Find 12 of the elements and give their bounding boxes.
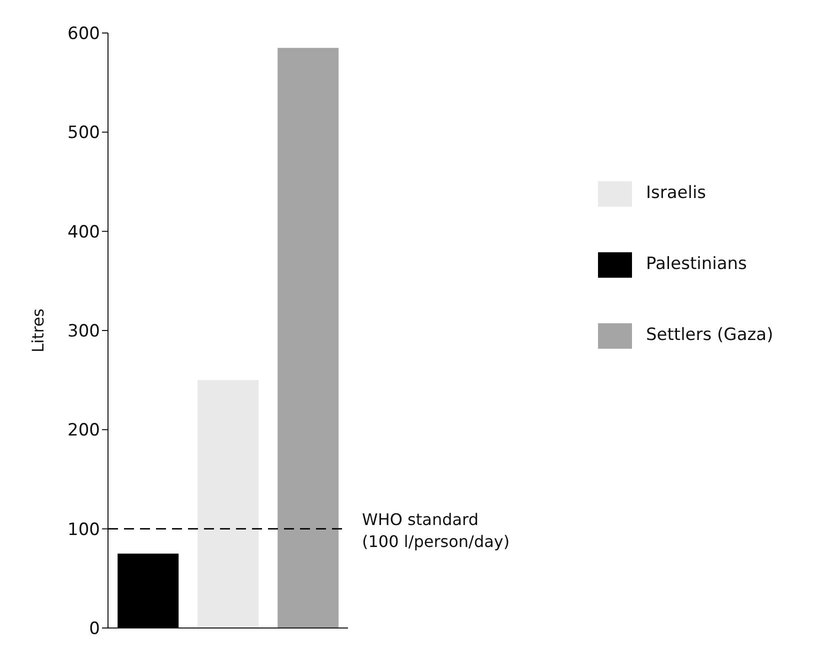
legend-label: Settlers (Gaza) [646, 325, 774, 345]
y-tick-label: 500 [68, 123, 100, 144]
y-tick-label: 0 [89, 619, 100, 640]
legend-label: Israelis [646, 183, 706, 203]
y-tick-label: 400 [68, 222, 100, 242]
y-tick-label: 100 [68, 520, 100, 540]
y-tick-label: 200 [68, 420, 100, 441]
legend-label: Palestinians [646, 254, 747, 274]
y-tick-label: 600 [68, 24, 100, 44]
ref-line-label: WHO standard (100 l/person/day) [362, 510, 510, 551]
y-tick-label: 300 [68, 322, 100, 342]
y-axis-title: Litres [28, 308, 48, 353]
